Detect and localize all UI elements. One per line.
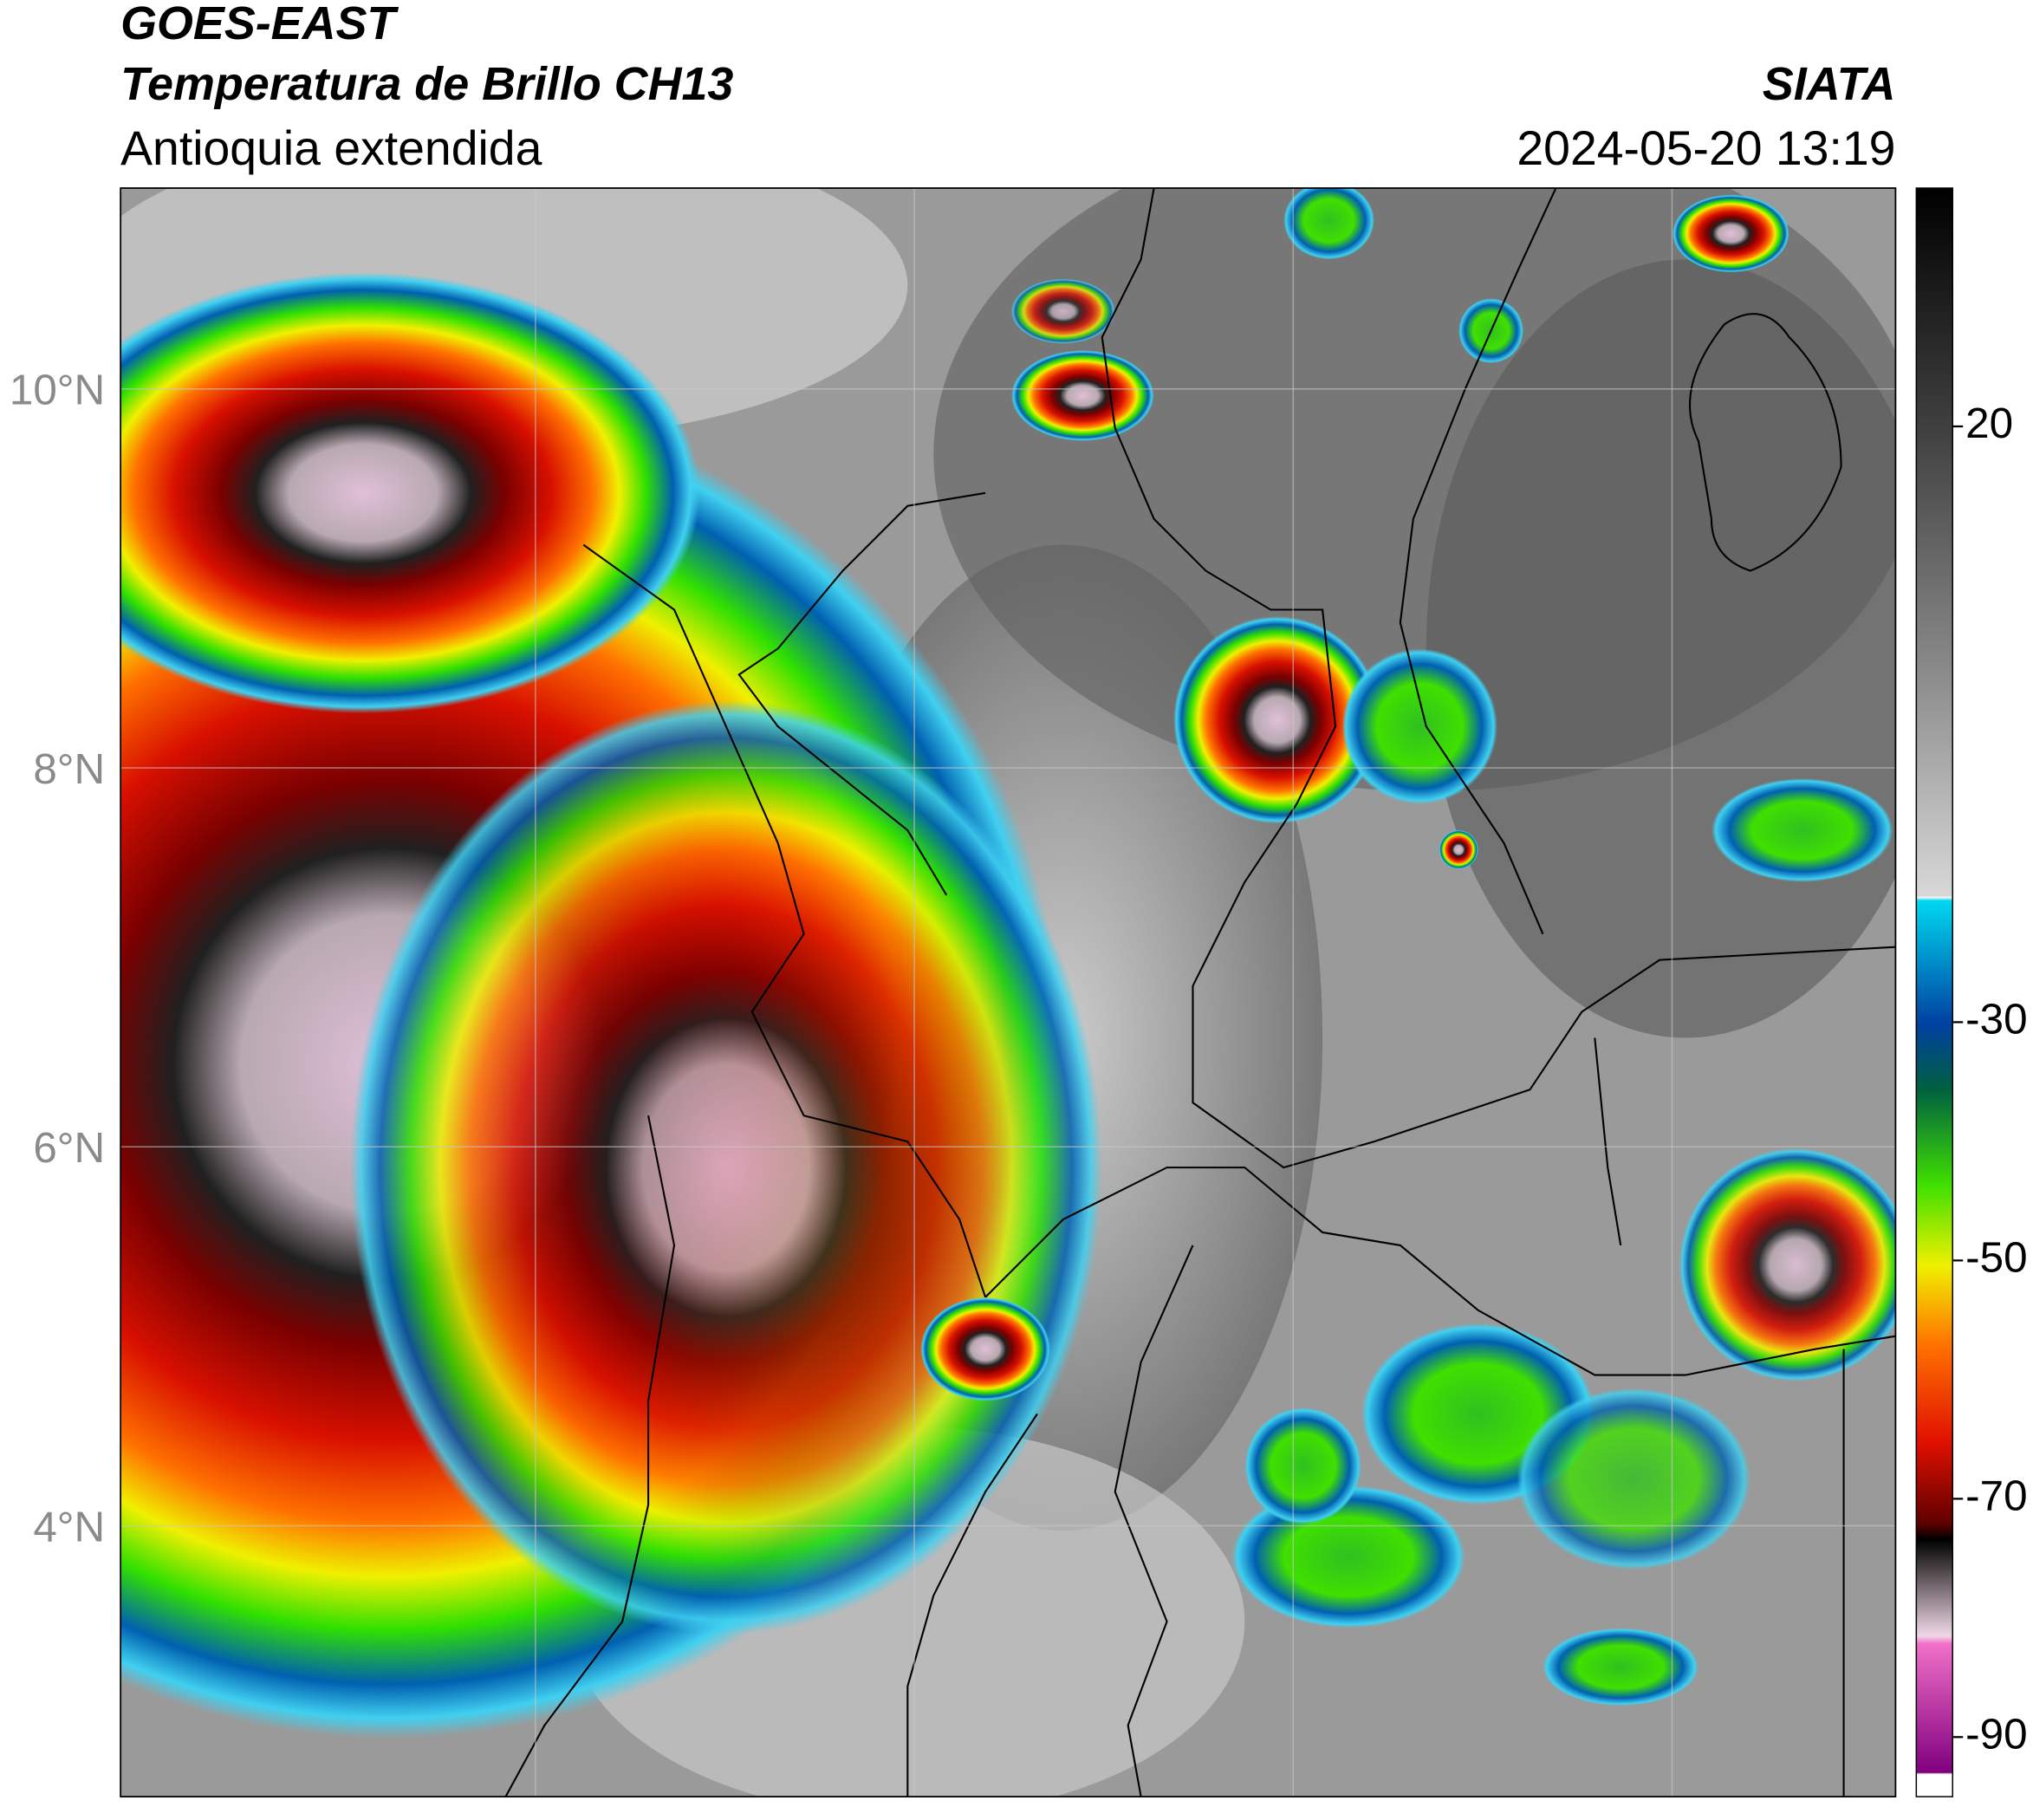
colorbar-tick-label: -30: [1965, 995, 2027, 1043]
y-tick-label: 4°N: [33, 1503, 105, 1550]
colorbar-tick-label: 20: [1965, 400, 2013, 447]
x-tick-label: 74°W: [1241, 1813, 1347, 1820]
colorbar-ticks: 20 -30 -50 -70 -90: [1952, 400, 2028, 1758]
border: [1101, 188, 1896, 1169]
border: [1594, 1037, 1622, 1246]
border: [504, 1115, 676, 1797]
x-tick-label: 72°W: [1620, 1813, 1725, 1820]
cell: [1439, 829, 1478, 869]
storm: [1011, 350, 1154, 441]
colorbar-tick-label: -90: [1965, 1710, 2027, 1758]
x-tick-label: 78°W: [483, 1813, 588, 1820]
satellite-image: [120, 188, 1896, 1797]
storm: [120, 272, 700, 714]
y-tick-label: 8°N: [33, 745, 105, 793]
border: [582, 543, 987, 1298]
cloud: [1426, 259, 1896, 1038]
subtitle: Temperatura de Brillo CH13: [120, 58, 733, 110]
cell: [1543, 1628, 1698, 1706]
border: [984, 1167, 1896, 1376]
cell: [1283, 188, 1374, 260]
grid: [120, 188, 1896, 1797]
timestamp: 2024-05-20 13:19: [1517, 121, 1895, 175]
cell: [1244, 1407, 1361, 1524]
border: [1399, 188, 1557, 935]
borders: [504, 188, 1896, 1797]
storm: [1679, 1147, 1896, 1382]
x-tick-label: 76°W: [861, 1813, 967, 1820]
border: [1114, 1245, 1194, 1797]
source: SIATA: [1763, 58, 1896, 110]
map-frame: [120, 187, 1897, 1797]
border: [1689, 313, 1842, 572]
colorbar: [1915, 187, 1953, 1797]
y-tick-label: 10°N: [10, 367, 105, 414]
cell: [1711, 778, 1893, 882]
colorbar-tick-label: -50: [1965, 1233, 2027, 1281]
border: [737, 491, 986, 896]
region: Antioquia extendida: [120, 121, 542, 175]
axes: 78°W 76°W 74°W 72°W 10°N 8°N 6°N 4°N: [10, 367, 1725, 1820]
storm: [1341, 648, 1498, 805]
cell: [1517, 1388, 1750, 1570]
storm: [1011, 278, 1115, 344]
colorbar-tick-label: -70: [1965, 1472, 2027, 1519]
storm: [349, 700, 1102, 1635]
title: GOES-EAST: [120, 0, 399, 49]
y-tick-label: 6°N: [33, 1124, 105, 1172]
border: [906, 1413, 1038, 1797]
storm: [920, 1297, 1050, 1401]
storm: [1673, 194, 1789, 273]
